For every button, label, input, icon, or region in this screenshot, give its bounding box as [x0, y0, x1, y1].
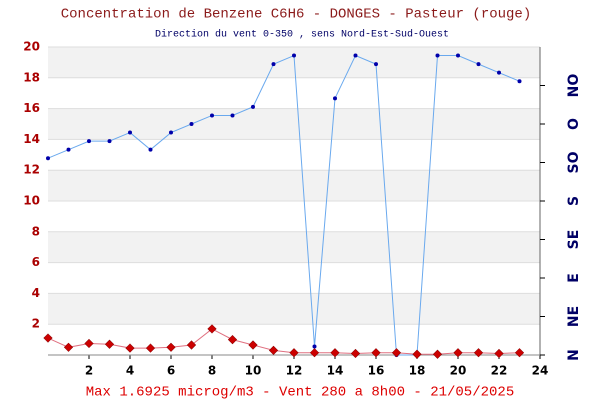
point — [43, 333, 53, 343]
y2-tick-label: E — [566, 273, 582, 283]
y2-tick-label: NE — [566, 306, 582, 327]
point — [292, 53, 296, 58]
point — [189, 122, 194, 126]
point — [412, 349, 422, 359]
y-tick-label: 16 — [23, 101, 40, 115]
point — [268, 345, 279, 355]
point — [84, 338, 94, 349]
x-tick-label: 2 — [85, 364, 93, 378]
point — [456, 53, 460, 58]
x-tick-label: 22 — [491, 364, 508, 378]
point — [309, 348, 320, 358]
point — [66, 147, 71, 152]
series-line — [47, 54, 520, 356]
grid-band — [48, 231, 540, 263]
y-tick-label: 8 — [32, 224, 40, 238]
point — [271, 62, 276, 67]
point — [435, 53, 440, 58]
chart-title: Concentration de Benzene C6H6 - DONGES -… — [61, 7, 531, 23]
x-tick-label: 24 — [532, 364, 549, 378]
y-tick-label: 14 — [23, 132, 40, 146]
point — [517, 79, 522, 84]
y-tick-label: 20 — [23, 40, 40, 54]
y2-tick-label: N — [566, 349, 582, 361]
point — [248, 340, 258, 350]
chart-subtitle: Direction du vent 0-350 , sens Nord-Est-… — [155, 29, 449, 41]
point — [497, 70, 501, 75]
y2-tick-label: S — [566, 196, 582, 206]
footer: Max 1.6925 microg/m3 - Vent 280 a 8h00 -… — [86, 385, 514, 400]
point — [453, 348, 463, 358]
y-tick-label: 2 — [32, 317, 40, 331]
point — [166, 342, 176, 352]
point — [432, 349, 443, 359]
x-tick-label: 8 — [208, 364, 216, 378]
y-tick-label: 18 — [23, 70, 40, 84]
point — [169, 130, 173, 135]
y2-tick-label: NO — [566, 74, 582, 98]
y-tick-label: 6 — [32, 255, 40, 269]
y2-tick-label: SE — [566, 230, 582, 250]
point — [207, 324, 217, 334]
point — [476, 62, 481, 67]
point — [148, 147, 153, 152]
point — [107, 139, 112, 144]
grid-band — [48, 170, 540, 201]
point — [128, 130, 132, 135]
point — [374, 62, 378, 67]
point — [333, 96, 337, 101]
grid-band — [48, 293, 540, 325]
x-tick-label: 10 — [245, 364, 262, 378]
point — [514, 348, 525, 358]
x-tick-label: 16 — [368, 364, 385, 378]
y-tick-label: 4 — [32, 286, 40, 300]
y2-tick-label: O — [566, 118, 582, 130]
point — [391, 348, 402, 358]
point — [289, 348, 299, 358]
point — [350, 348, 361, 359]
point — [251, 104, 255, 109]
point — [145, 343, 156, 353]
x-tick-label: 4 — [126, 364, 134, 378]
x-tick-label: 12 — [286, 364, 303, 378]
point — [210, 113, 214, 118]
point — [312, 344, 317, 349]
grid-band — [48, 108, 540, 140]
point — [473, 348, 484, 358]
x-tick-label: 18 — [409, 364, 426, 378]
y-tick-label: 12 — [23, 163, 40, 177]
point — [230, 113, 235, 118]
point — [104, 339, 115, 349]
point — [330, 348, 340, 358]
point — [227, 335, 238, 345]
point — [46, 156, 50, 161]
point — [87, 139, 91, 144]
point — [353, 53, 358, 58]
y-tick-label: 10 — [23, 194, 40, 208]
y2-tick-label: SO — [566, 151, 582, 173]
point — [63, 342, 74, 352]
x-tick-label: 14 — [327, 364, 344, 378]
x-tick-label: 20 — [450, 364, 467, 378]
point — [125, 343, 135, 353]
point — [494, 348, 504, 359]
x-tick-label: 6 — [167, 364, 175, 378]
point — [186, 340, 197, 350]
point — [371, 348, 381, 358]
